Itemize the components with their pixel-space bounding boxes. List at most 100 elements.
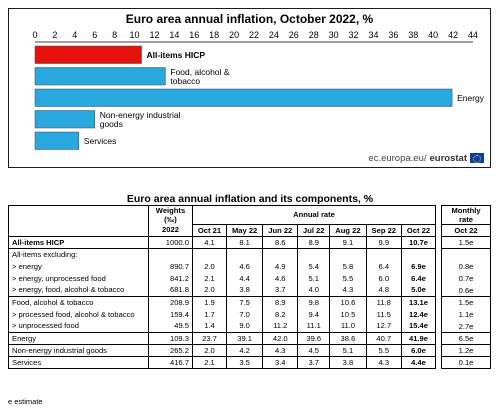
rate-cell: 4.6 <box>262 272 299 284</box>
rate-cell: 4.2 <box>225 343 264 357</box>
monthly-rate-table: Monthly rate Oct 22 1.5e 0.8e 0.7e 0.6e 1.5e… <box>441 205 491 369</box>
rate-cell: 8.2 <box>262 308 299 320</box>
rate-cell: 4.1 <box>192 235 227 249</box>
monthly-row: 1.2e <box>441 344 491 357</box>
x-tick-label: 18 <box>209 30 219 40</box>
monthly-row: 0.7e <box>441 272 491 285</box>
weight-cell: 265.2 <box>148 343 193 357</box>
monthly-rate-cell: 0.1e <box>441 356 491 369</box>
rate-cell: 41.9e <box>400 331 437 345</box>
month-header: Jul 22 <box>297 223 331 237</box>
header-blank <box>8 205 149 224</box>
rate-cell: 5.4 <box>297 260 331 272</box>
weight-cell: 890.7 <box>148 260 193 272</box>
weight-cell: 49.5 <box>148 320 193 333</box>
x-tick-label: 6 <box>92 30 97 40</box>
source-domain: ec.europa.eu/ <box>368 152 427 164</box>
rate-cell: 2.0 <box>192 343 227 357</box>
rate-cell: 6.4 <box>365 260 402 272</box>
monthly-rate-header-line2: rate <box>459 215 473 224</box>
row-label: Food, alcohol & tobacco <box>8 295 149 308</box>
monthly-rate-cell: 6.5e <box>441 332 491 345</box>
table-row: Energy 109.3 23.7 39.1 42.0 39.6 38.6 40.7 41.9e <box>8 331 437 345</box>
rate-cell: 4.9 <box>262 260 299 272</box>
chart-title: Euro area annual inflation, October 2022… <box>125 12 374 26</box>
eu-flag-icon <box>470 153 484 163</box>
weight-cell: 1000.0 <box>148 235 193 249</box>
rate-cell: 4.4 <box>225 272 264 284</box>
weights-header: Weights (‰) <box>148 205 193 224</box>
table-row: > processed food, alcohol & tobacco 159.4… <box>8 308 437 320</box>
monthly-rate-body: 1.5e 0.8e 0.7e 0.6e 1.5e 1.1e 2.7e 6.5e 1.2e 0.1e <box>441 236 491 369</box>
rate-cell: 5.5 <box>365 343 402 357</box>
rate-cell <box>365 248 402 260</box>
rate-cell: 5.8 <box>329 260 367 272</box>
bar-label: Food, alcohol & tobacco <box>170 67 229 86</box>
rate-cell: 5.0e <box>400 284 437 297</box>
table-header-row-1: Weights (‰) Annual rate <box>8 205 436 224</box>
rate-cell <box>297 248 331 260</box>
weight-cell: 109.3 <box>148 331 193 345</box>
table-row: > energy, food, alcohol & tobacco 681.8 2.… <box>8 284 437 297</box>
weight-cell: 416.7 <box>148 355 193 369</box>
monthly-rate-cell <box>441 248 491 261</box>
table-body: All-items HICP 1000.0 4.1 8.1 8.6 8.9 9.1 9.9 10… <box>8 235 437 369</box>
monthly-row: 0.8e <box>441 260 491 273</box>
bar-label: All-items HICP <box>147 50 206 60</box>
x-tick-label: 22 <box>249 30 259 40</box>
x-tick-label: 44 <box>468 30 478 40</box>
rate-cell: 2.1 <box>192 272 227 284</box>
monthly-row: 1.5e <box>441 236 491 249</box>
x-tick-label: 20 <box>229 30 239 40</box>
x-tick-label: 0 <box>32 30 37 40</box>
row-label: Non-energy industrial goods <box>8 343 149 357</box>
rate-cell: 1.7 <box>192 308 227 320</box>
monthly-rate-cell: 1.2e <box>441 344 491 357</box>
rate-cell: 9.8 <box>297 295 331 308</box>
monthly-row: 0.1e <box>441 356 491 369</box>
row-label: Energy <box>8 331 149 345</box>
weight-cell: 681.8 <box>148 284 193 297</box>
rate-cell: 10.5 <box>329 308 367 320</box>
x-tick-label: 40 <box>428 30 438 40</box>
monthly-rate-cell: 0.7e <box>441 272 491 285</box>
month-header: Sep 22 <box>365 223 402 237</box>
rate-cell: 40.7 <box>365 331 402 345</box>
rate-cell: 15.4e <box>400 320 437 333</box>
rate-cell: 6.0e <box>400 343 437 357</box>
rate-cell: 4.5 <box>297 343 331 357</box>
bar-label: Non-energy industrial goods <box>100 110 181 129</box>
rate-cell: 12.7 <box>365 320 402 333</box>
month-header: Jun 22 <box>262 223 299 237</box>
row-label: Services <box>8 355 149 369</box>
rate-cell: 8.9 <box>262 295 299 308</box>
rate-cell: 6.4e <box>400 272 437 284</box>
rate-cell: 3.7 <box>262 284 299 297</box>
table-row: > energy, unprocessed food 841.2 2.1 4.4 4.6… <box>8 272 437 284</box>
x-tick-label: 36 <box>388 30 398 40</box>
x-tick-label: 30 <box>329 30 339 40</box>
estimate-footnote: e estimate <box>8 397 43 406</box>
x-tick-label: 34 <box>368 30 378 40</box>
rate-cell: 42.0 <box>262 331 299 345</box>
monthly-row <box>441 248 491 261</box>
rate-cell: 9.4 <box>297 308 331 320</box>
table-title: Euro area annual inflation and its compo… <box>126 193 374 205</box>
row-label: > energy <box>8 260 149 272</box>
rate-cell: 11.8 <box>365 295 402 308</box>
rate-cell: 3.8 <box>225 284 264 297</box>
row-label: All-items excluding: <box>8 248 149 260</box>
x-tick-label: 38 <box>408 30 418 40</box>
x-tick-label: 4 <box>72 30 77 40</box>
table-row: Food, alcohol & tobacco 208.9 1.9 7.5 8.9 9.8… <box>8 295 437 308</box>
monthly-rate-header: Monthly rate <box>441 205 491 225</box>
bar <box>34 131 80 150</box>
rate-cell: 4.4e <box>400 355 437 369</box>
table-row: Services 416.7 2.1 3.5 3.4 3.7 3.8 4.3 4.4e <box>8 355 437 369</box>
x-tick-label: 16 <box>189 30 199 40</box>
weight-cell: 841.2 <box>148 272 193 284</box>
table-row: > unprocessed food 49.5 1.4 9.0 11.2 11.1 11.0… <box>8 320 437 333</box>
rate-cell: 2.0 <box>192 284 227 297</box>
rate-cell: 3.8 <box>329 355 367 369</box>
x-tick-label: 28 <box>309 30 319 40</box>
